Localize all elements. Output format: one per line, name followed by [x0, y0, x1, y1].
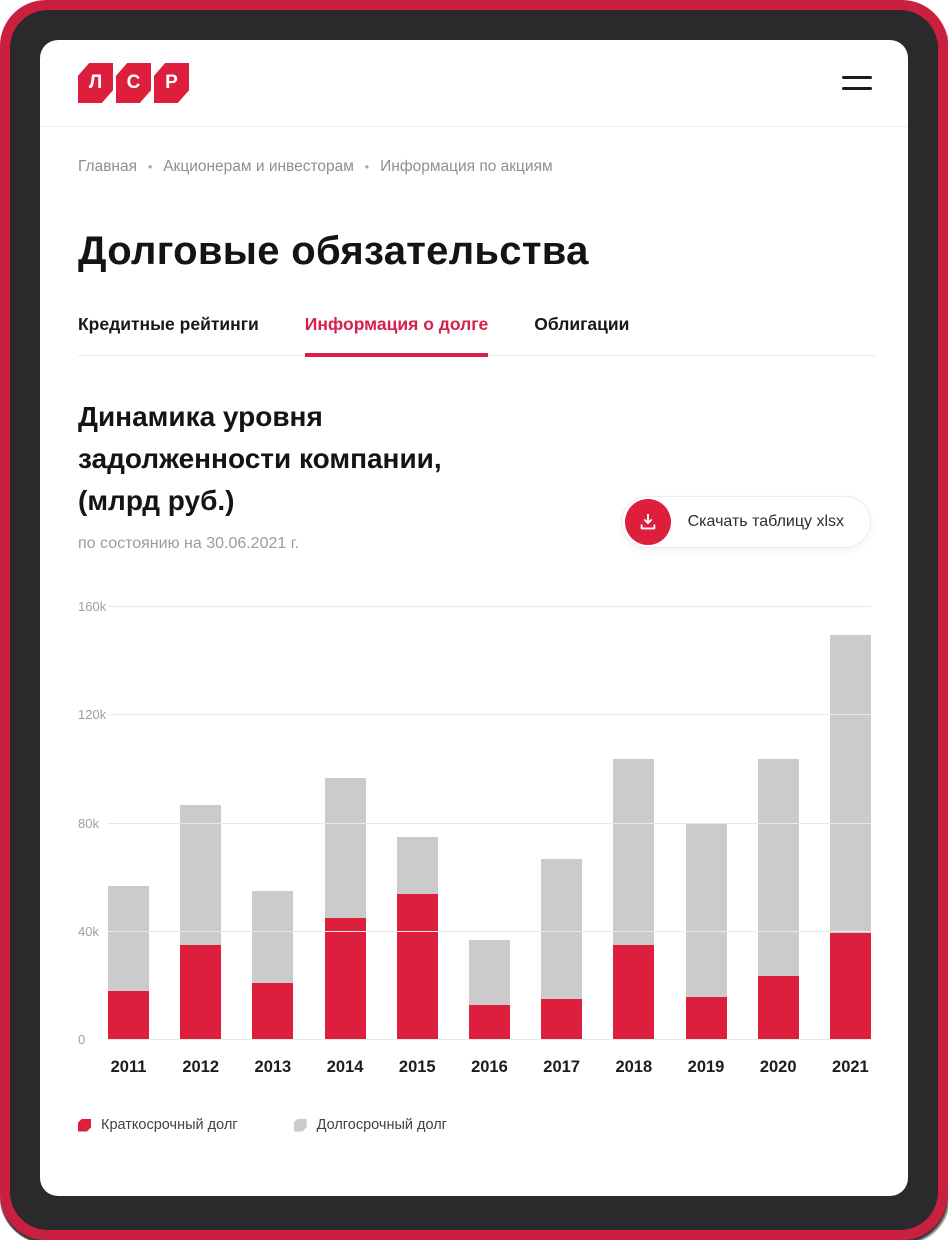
x-axis-tick-label: 2020: [759, 1058, 797, 1076]
logo-tile: С: [116, 63, 151, 103]
bars: [108, 607, 871, 1040]
bar-group-2021[interactable]: [829, 607, 871, 1040]
tab-credit-ratings[interactable]: Кредитные рейтинги: [78, 314, 259, 334]
legend-item-long-term-debt: Долгосрочный долг: [293, 1117, 447, 1133]
y-axis-tick-label: 80k: [78, 815, 99, 831]
x-axis-tick-label: 2015: [398, 1058, 436, 1076]
bar-group-2018[interactable]: [613, 607, 655, 1040]
bar-segment-short-term-debt-2013[interactable]: [252, 983, 294, 1040]
debt-chart: 0 40k 80k 120k 160k 2011 2012 2013 2014 2015 2016…: [78, 599, 876, 1133]
bar-segment-short-term-debt-2019[interactable]: [685, 996, 727, 1040]
bar-group-2016[interactable]: [468, 607, 510, 1040]
bar-segment-short-term-debt-2017[interactable]: [541, 999, 583, 1040]
bar-segment-long-term-debt-2020[interactable]: [757, 758, 799, 977]
bar-group-2011[interactable]: [108, 607, 149, 1040]
x-axis-labels: 2011 2012 2013 2014 2015 2016 2017 2018 2019 2020…: [108, 1058, 871, 1077]
gridline: 80k: [78, 816, 871, 831]
y-axis-tick-label: 40k: [78, 923, 99, 939]
x-axis-tick-label: 2012: [182, 1058, 220, 1076]
breadcrumb-link[interactable]: Главная: [78, 158, 137, 175]
bar-segment-long-term-debt-2011[interactable]: [108, 885, 149, 992]
bar-segment-long-term-debt-2012[interactable]: [180, 804, 222, 946]
menu-button[interactable]: [842, 72, 876, 94]
legend-label: Долгосрочный долг: [316, 1117, 447, 1133]
legend-marker-short-term-debt: [78, 1118, 91, 1132]
hamburger-icon: [842, 87, 872, 90]
logo-tile: Л: [78, 63, 113, 103]
bar-segment-long-term-debt-2016[interactable]: [468, 939, 510, 1005]
bar-segment-long-term-debt-2014[interactable]: [324, 777, 366, 919]
plot-area: 0 40k 80k 120k 160k: [78, 599, 871, 1047]
legend-label: Краткосрочный долг: [101, 1117, 238, 1133]
bar-group-2017[interactable]: [541, 607, 583, 1040]
chart-title: Динамика уровня задолженности компании, …: [78, 396, 876, 522]
bar-segment-long-term-debt-2019[interactable]: [685, 823, 727, 997]
gridline: 120k: [78, 707, 871, 722]
bar-group-2013[interactable]: [252, 607, 294, 1040]
bar-segment-short-term-debt-2020[interactable]: [757, 976, 799, 1040]
x-axis-tick-label: 2021: [832, 1058, 869, 1076]
bar-segment-short-term-debt-2015[interactable]: [396, 893, 438, 1040]
bar-segment-long-term-debt-2021[interactable]: [829, 635, 871, 934]
legend-item-short-term-debt: Краткосрочный долг: [78, 1117, 238, 1133]
page-content: Главная • Акционерам и инвесторам • Информац…: [40, 158, 908, 1133]
bar-segment-short-term-debt-2012[interactable]: [180, 945, 222, 1040]
x-axis-tick-label: 2017: [543, 1058, 580, 1076]
breadcrumb-separator: •: [364, 160, 370, 174]
bar-segment-long-term-debt-2015[interactable]: [396, 837, 438, 894]
x-axis-tick-label: 2013: [254, 1058, 292, 1076]
download-button-label: Скачать таблицу xlsx: [687, 513, 844, 530]
tab-bonds[interactable]: Облигации: [534, 314, 630, 334]
bar-segment-long-term-debt-2018[interactable]: [613, 758, 655, 946]
chart-title-line: Динамика уровня: [78, 401, 323, 432]
x-axis-tick-label: 2014: [326, 1058, 364, 1076]
y-axis-tick-label: 160k: [78, 599, 107, 614]
bar-segment-short-term-debt-2018[interactable]: [613, 945, 655, 1040]
bar-segment-long-term-debt-2017[interactable]: [541, 858, 583, 1000]
tab-bar: Кредитные рейтинги Информация о долге Обли…: [78, 314, 876, 357]
bar-group-2012[interactable]: [180, 607, 222, 1040]
bar-group-2015[interactable]: [396, 607, 438, 1040]
as-of-date: по состоянию на 30.06.2021 г.: [78, 535, 300, 552]
breadcrumb-link[interactable]: Акционерам и инвесторам: [163, 158, 354, 175]
hamburger-icon: [842, 76, 872, 79]
page-title: Долговые обязательства: [78, 229, 589, 273]
x-axis-tick-label: 2011: [110, 1058, 147, 1076]
chart-title-line: задолженности компании,: [78, 443, 442, 474]
x-axis-tick-label: 2018: [615, 1058, 653, 1076]
bar-group-2020[interactable]: [757, 607, 799, 1040]
gridline: 160k: [78, 599, 871, 614]
x-axis-tick-label: 2019: [687, 1058, 725, 1076]
logo-tile: Р: [154, 63, 189, 103]
breadcrumb: Главная • Акционерам и инвесторам • Информац…: [78, 158, 876, 176]
download-xlsx-button[interactable]: Скачать таблицу xlsx: [620, 496, 871, 548]
y-axis-tick-label: 120k: [78, 707, 107, 723]
breadcrumb-separator: •: [148, 160, 153, 174]
breadcrumb-link[interactable]: Информация по акциям: [380, 158, 553, 175]
x-axis-tick-label: 2016: [471, 1058, 508, 1076]
bar-segment-short-term-debt-2014[interactable]: [324, 918, 366, 1040]
bar-segment-short-term-debt-2016[interactable]: [468, 1004, 510, 1040]
bar-segment-short-term-debt-2021[interactable]: [829, 933, 871, 1040]
y-axis-tick-label: 0: [78, 1032, 86, 1047]
chart-section: Динамика уровня задолженности компании, …: [78, 396, 876, 1133]
download-icon: [624, 499, 671, 545]
chart-title-line: (млрд руб.): [78, 485, 235, 516]
gridline: 40k: [78, 924, 871, 939]
bar-segment-long-term-debt-2013[interactable]: [252, 891, 294, 984]
bar-group-2014[interactable]: [324, 607, 366, 1040]
bar-group-2019[interactable]: [685, 607, 727, 1040]
tab-debt-info[interactable]: Информация о долге: [304, 314, 489, 357]
gridline: 0: [78, 1032, 871, 1047]
legend-marker-long-term-debt: [293, 1118, 307, 1132]
chart-legend: Краткосрочный долг Долгосрочный долг: [78, 1117, 876, 1133]
bar-segment-short-term-debt-2011[interactable]: [108, 991, 149, 1040]
